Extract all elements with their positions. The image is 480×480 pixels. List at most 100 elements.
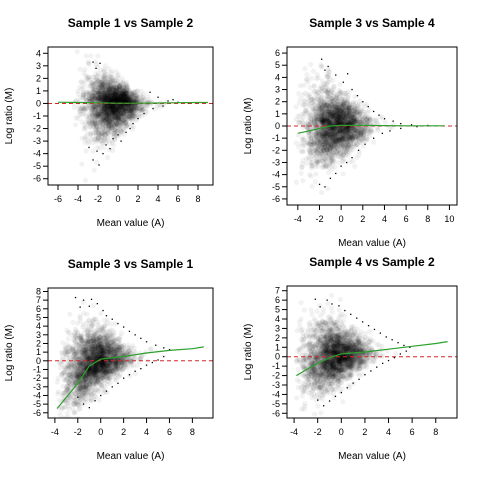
density-point xyxy=(117,84,123,90)
density-point xyxy=(334,108,340,114)
density-point xyxy=(331,146,337,152)
density-point xyxy=(99,134,105,140)
density-point xyxy=(88,93,94,99)
density-point xyxy=(314,143,320,149)
density-point xyxy=(114,122,120,128)
density-point xyxy=(122,90,128,96)
density-point xyxy=(111,112,117,118)
density-point xyxy=(103,116,110,122)
density-point xyxy=(102,73,108,79)
density-point xyxy=(109,116,115,122)
density-point xyxy=(119,91,125,97)
density-point xyxy=(333,94,339,100)
density-point xyxy=(112,98,118,104)
density-point xyxy=(120,97,126,103)
density-point xyxy=(90,103,96,109)
density-point xyxy=(340,136,346,143)
density-point xyxy=(102,110,108,116)
density-point xyxy=(345,136,351,142)
density-point xyxy=(347,135,353,141)
density-point xyxy=(340,119,346,126)
density-point xyxy=(112,91,118,97)
density-point xyxy=(85,96,91,102)
density-point xyxy=(105,110,111,116)
density-point xyxy=(322,141,328,147)
density-point xyxy=(346,120,352,126)
density-point xyxy=(347,107,353,113)
density-point xyxy=(97,96,103,102)
density-point xyxy=(114,104,120,110)
density-point xyxy=(128,107,134,113)
density-point xyxy=(102,110,108,116)
density-point xyxy=(105,102,111,109)
density-point xyxy=(321,111,327,117)
density-point xyxy=(114,73,121,79)
density-point xyxy=(99,77,105,83)
density-point xyxy=(89,97,95,104)
density-point xyxy=(112,96,118,102)
density-point xyxy=(95,85,101,91)
density-point xyxy=(92,87,98,93)
density-point xyxy=(101,83,108,90)
density-point xyxy=(121,91,127,98)
density-point xyxy=(80,89,86,95)
density-point xyxy=(318,119,324,125)
density-point xyxy=(107,98,113,104)
density-point xyxy=(102,89,108,96)
density-point xyxy=(108,119,115,125)
density-point xyxy=(127,110,133,116)
density-point xyxy=(330,131,336,137)
density-point xyxy=(94,113,100,119)
density-point xyxy=(93,112,99,118)
density-point xyxy=(325,131,331,137)
density-point xyxy=(95,102,101,109)
density-point xyxy=(76,112,82,118)
density-point xyxy=(117,94,123,100)
density-point xyxy=(95,77,101,83)
density-point xyxy=(115,93,121,99)
density-point xyxy=(302,90,308,96)
density-point xyxy=(98,112,104,118)
density-point xyxy=(112,95,118,101)
density-point xyxy=(329,111,335,117)
density-point xyxy=(102,95,108,101)
density-point xyxy=(97,90,103,96)
density-point xyxy=(123,96,129,102)
density-point xyxy=(90,130,96,136)
density-point xyxy=(95,97,102,103)
density-point xyxy=(113,97,119,103)
density-point xyxy=(94,95,100,101)
density-point xyxy=(115,107,121,113)
density-point xyxy=(129,98,135,104)
density-point xyxy=(90,119,96,125)
density-point xyxy=(97,92,103,98)
density-point xyxy=(330,137,337,143)
density-point xyxy=(93,131,99,137)
density-point xyxy=(80,94,86,100)
density-point xyxy=(111,87,117,93)
density-point xyxy=(110,92,116,98)
density-point xyxy=(107,94,113,100)
density-point xyxy=(101,66,107,72)
density-point xyxy=(111,91,117,97)
density-point xyxy=(95,116,101,123)
density-point xyxy=(118,93,124,99)
density-point xyxy=(311,136,317,142)
density-point xyxy=(111,84,118,90)
density-point xyxy=(119,104,125,110)
density-point xyxy=(100,125,106,131)
density-point xyxy=(92,105,98,111)
density-point xyxy=(338,136,344,143)
density-point xyxy=(112,92,118,98)
density-point xyxy=(121,87,127,93)
density-point xyxy=(119,111,125,117)
density-point xyxy=(330,157,336,163)
density-point xyxy=(125,114,131,120)
density-point xyxy=(102,106,108,112)
density-point xyxy=(108,89,114,95)
density-point xyxy=(330,126,336,132)
density-point xyxy=(118,98,124,104)
density-point xyxy=(341,129,348,135)
density-point xyxy=(115,80,121,86)
density-point xyxy=(122,97,128,103)
